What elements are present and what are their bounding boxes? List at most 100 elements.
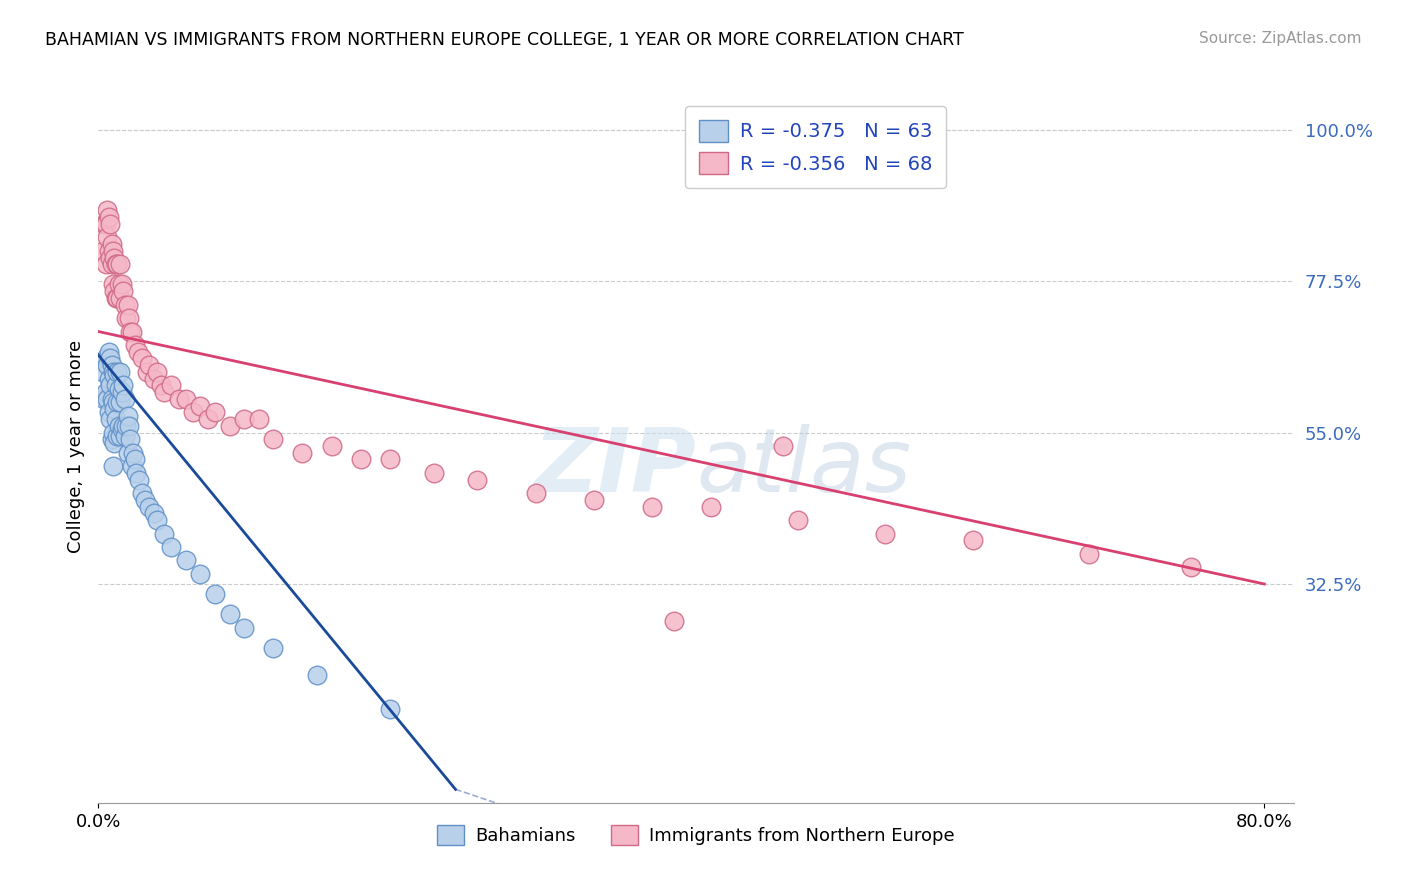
Point [121,325,143,339]
Point [1180,560,1202,574]
Point [94,217,117,231]
Point [112,284,135,298]
Point [233,412,256,426]
Point [197,412,219,426]
Point [962,533,984,548]
Point [103,401,125,416]
Point [112,378,135,392]
Point [1078,547,1101,561]
Point [145,513,167,527]
Point [138,358,160,372]
Point [110,291,132,305]
Point [103,368,125,383]
Point [98,351,121,366]
Point [105,395,128,409]
Point [321,439,343,453]
Point [190,566,212,581]
Point [117,446,139,460]
Point [138,500,160,514]
Point [105,365,128,379]
Point [100,237,122,252]
Point [105,257,128,271]
Point [524,486,547,500]
Point [142,372,165,386]
Point [112,418,135,433]
Point [305,668,328,682]
Point [127,344,149,359]
Y-axis label: College, 1 year or more: College, 1 year or more [66,340,84,552]
Point [262,640,284,655]
Point [94,257,117,271]
Point [97,344,120,359]
Point [125,466,148,480]
Point [96,203,118,218]
Point [110,365,132,379]
Point [291,446,314,460]
Point [142,506,165,520]
Point [124,338,146,352]
Point [98,378,121,392]
Point [93,392,115,406]
Point [875,526,897,541]
Point [111,277,134,292]
Point [100,257,122,271]
Point [97,405,120,419]
Point [114,392,136,406]
Point [204,405,226,419]
Point [111,422,134,436]
Point [582,492,605,507]
Point [100,432,122,446]
Point [114,298,136,312]
Point [121,459,143,474]
Point [110,257,132,271]
Point [97,210,120,224]
Point [101,459,124,474]
Point [105,291,128,305]
Point [167,392,190,406]
Point [101,395,124,409]
Point [350,452,373,467]
Point [218,418,240,433]
Point [122,446,145,460]
Point [787,513,810,527]
Point [98,217,121,231]
Point [105,429,128,443]
Point [662,614,685,628]
Point [103,251,125,265]
Text: BAHAMIAN VS IMMIGRANTS FROM NORTHERN EUROPE COLLEGE, 1 YEAR OR MORE CORRELATION : BAHAMIAN VS IMMIGRANTS FROM NORTHERN EUR… [45,31,963,49]
Point [94,351,117,366]
Point [101,365,124,379]
Point [772,439,794,453]
Point [104,257,127,271]
Point [97,244,120,258]
Point [108,382,131,396]
Point [131,486,153,500]
Text: atlas: atlas [696,425,911,510]
Point [115,311,138,326]
Point [218,607,240,622]
Legend: Bahamians, Immigrants from Northern Europe: Bahamians, Immigrants from Northern Euro… [425,812,967,858]
Point [118,418,141,433]
Point [135,365,157,379]
Point [145,365,167,379]
Point [108,418,131,433]
Point [96,358,118,372]
Point [104,378,127,392]
Point [699,500,721,514]
Point [174,553,197,567]
Point [160,378,183,392]
Point [111,385,134,400]
Point [108,277,131,292]
Point [118,311,141,326]
Point [134,492,156,507]
Point [378,701,401,715]
Point [93,217,115,231]
Point [247,412,270,426]
Point [101,244,124,258]
Point [117,298,139,312]
Point [124,452,146,467]
Point [96,230,118,244]
Point [94,385,117,400]
Point [378,452,401,467]
Point [204,587,226,601]
